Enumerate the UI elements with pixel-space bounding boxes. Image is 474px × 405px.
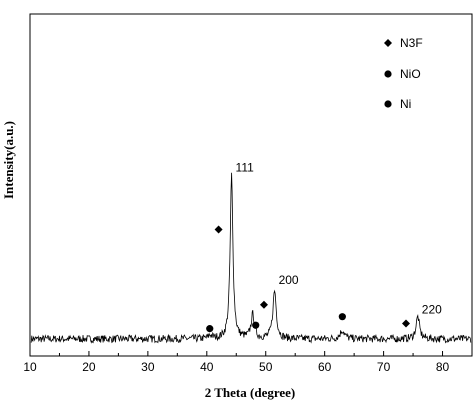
- x-tick-label: 10: [23, 360, 37, 374]
- plot-frame: [29, 13, 473, 357]
- x-tick-label: 20: [82, 360, 96, 374]
- circle-phase-marker: [338, 313, 346, 321]
- diamond-phase-marker: [214, 225, 223, 234]
- diamond-phase-marker: [259, 300, 268, 309]
- peak-labels: 111 200 220: [236, 160, 443, 316]
- legend-label-nio: NiO: [400, 67, 421, 81]
- diamond-phase-marker: [401, 319, 410, 328]
- legend-circle-marker-ni: [384, 100, 392, 108]
- diffraction-series-line: [30, 172, 472, 344]
- circle-phase-marker: [206, 325, 214, 333]
- phase-markers: [206, 225, 410, 333]
- x-axis-title: 2 Theta (degree): [205, 385, 296, 400]
- x-tick-label: 80: [436, 360, 450, 374]
- peak-label: 220: [422, 302, 442, 316]
- legend-label-n3f: N3F: [400, 36, 423, 50]
- peak-label: 200: [279, 273, 299, 287]
- x-tick-label: 60: [318, 360, 332, 374]
- legend-label-ni: Ni: [400, 97, 411, 111]
- diffraction-curve-layer: [30, 172, 472, 344]
- x-tick-label: 70: [377, 360, 391, 374]
- circle-phase-marker: [252, 321, 260, 329]
- x-tick-label: 50: [259, 360, 273, 374]
- peak-label: 111: [236, 160, 255, 174]
- legend: N3F NiO Ni: [384, 36, 423, 111]
- legend-diamond-marker-n3f: [384, 39, 392, 47]
- x-tick-label: 40: [200, 360, 214, 374]
- x-tick-label: 30: [141, 360, 155, 374]
- legend-circle-marker-nio: [384, 70, 392, 78]
- y-axis-title: Intensity(a.u.): [1, 121, 16, 199]
- x-axis-ticks: 10 20 30 40 50 60 70 80: [23, 351, 450, 374]
